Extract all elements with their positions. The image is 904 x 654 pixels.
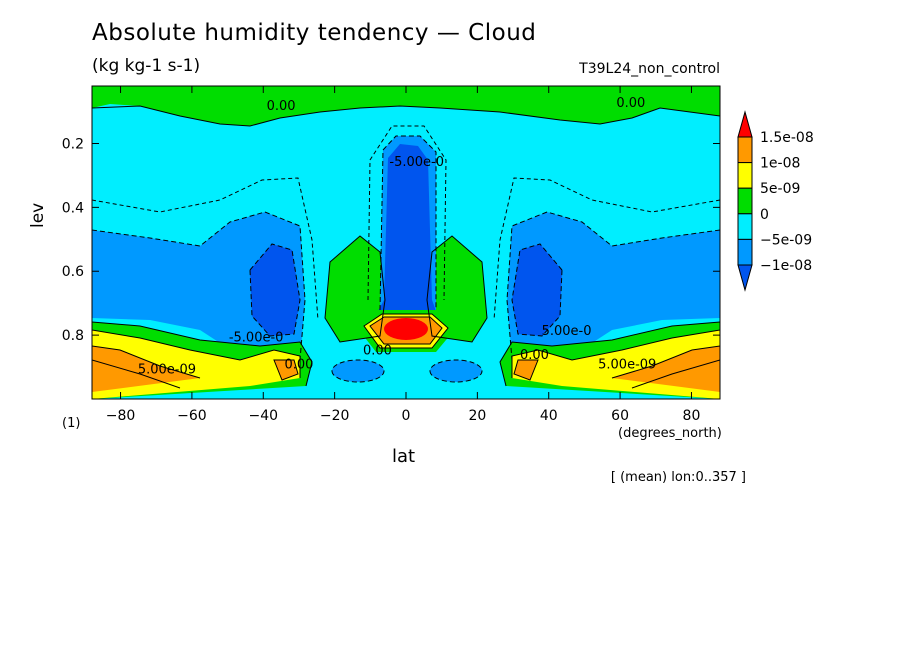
run-label: T39L24_non_control [579,61,720,77]
left-surface-orange [92,346,200,392]
contour-label: 5.00e-0 [542,324,592,339]
central-column-contour [382,135,437,310]
contour-labels: 0.00 0.00-5.00e-05.00e-0-5.00e-00.000.000… [138,96,656,378]
right-negative-lobe [507,212,720,362]
colorbar: 1.5e-08 1e-08 5e-09 0 −5e-09 −1e-08 [737,110,814,292]
low-cell-contour-left [331,359,385,383]
y-tick-label: 0.6 [62,264,84,280]
colorbar-label: 1.5e-08 [760,130,814,146]
surface-small-cell-left [273,359,299,381]
negative-core-contour-right [511,243,563,337]
negative-contour-right [506,211,720,361]
x-tick-label: 40 [540,408,558,424]
equatorial-positive-left [325,236,385,342]
colorbar-segment [737,213,753,240]
colorbar-segment [737,238,753,266]
surface-contour-left-4 [92,359,181,389]
colorbar-label: 1e-08 [760,156,800,172]
low-negative-cell-left [332,360,384,382]
contour-label: -5.00e-0 [229,331,284,346]
zero-contour-equatorial-right [426,235,488,343]
surface-contour-right-4 [631,359,720,389]
surface-contour-right-3 [611,345,720,379]
y-tick-label: 0.8 [62,328,84,344]
colorbar-label: 5e-09 [760,181,800,197]
chart-title: Absolute humidity tendency — Cloud [92,20,537,46]
surface-contour-left-3 [92,345,201,379]
colorbar-segment [737,187,753,215]
central-column-core [372,144,440,322]
chart-subtitle: (kg kg-1 s-1) [92,56,201,76]
left-negative-core [250,244,300,336]
central-column-outer-contour [367,125,447,301]
equatorial-max-contour [363,313,449,349]
equatorial-max-contour-2 [369,316,443,345]
x-tick-label: 60 [611,408,629,424]
x-axis-unit: (degrees_north) [618,426,722,441]
y-axis-ticks: 0.2 0.4 0.6 0.8 [62,136,720,344]
colorbar-bottom-triangle [737,264,753,292]
surface-small-cell-right [513,359,539,381]
weak-contour-right [493,177,720,321]
zero-contour-equatorial-left [324,235,386,343]
x-axis-ticks: −80 −60 −40 −20 0 20 40 60 80 [106,86,701,424]
colorbar-label: 0 [760,207,769,223]
low-negative-cell-right [430,360,482,382]
colorbar-segment [737,136,753,164]
x-tick-label: −60 [177,408,207,424]
contour-label: 0.00 [267,99,296,114]
colorbar-segment [737,162,753,189]
zero-contour-top [92,105,720,127]
footnote: [ (mean) lon:0..357 ] [610,470,746,485]
contour-label: 5.00e-09 [138,362,196,377]
contour-label: 5.00e-09 [598,358,656,373]
contour-label: 0.00 [363,343,392,358]
weak-contour-left [92,177,319,321]
y-tick-label: 0.4 [62,200,84,216]
contour-label: 0.00 [616,96,645,111]
x-tick-label: −80 [106,408,136,424]
left-negative-lobe [92,212,305,362]
low-cell-contour-right [429,359,483,383]
x-axis-label: lat [392,446,416,467]
colorbar-label: −1e-08 [760,258,812,274]
central-column-contour-2 [379,149,384,311]
x-tick-label: −20 [320,408,350,424]
right-surface-orange [612,346,720,392]
contour-label: 0.00 [284,358,313,373]
negative-core-contour-left [249,243,301,337]
colorbar-label: −5e-09 [760,232,812,248]
surface-contour-right [511,329,720,378]
y-tick-label: 0.2 [62,136,84,152]
colorbar-top-triangle [737,110,753,138]
surface-contour-right-2 [499,321,720,387]
x-tick-label: 80 [683,408,701,424]
negative-contour-left [92,211,306,361]
contour-lines [92,105,720,389]
x-tick-label: 0 [402,408,411,424]
y-axis-unit: (1) [62,416,81,431]
surface-contour-left [92,329,301,378]
contour-label: -5.00e-0 [389,155,444,170]
x-tick-label: −40 [248,408,278,424]
contour-field: 0.00 0.00-5.00e-05.00e-0-5.00e-00.000.000… [92,86,720,399]
contour-label: 0.00 [520,348,549,363]
surface-contour-left-2 [92,321,313,387]
x-tick-label: 20 [468,408,486,424]
equatorial-max-red [384,318,428,340]
right-negative-core [512,244,562,336]
